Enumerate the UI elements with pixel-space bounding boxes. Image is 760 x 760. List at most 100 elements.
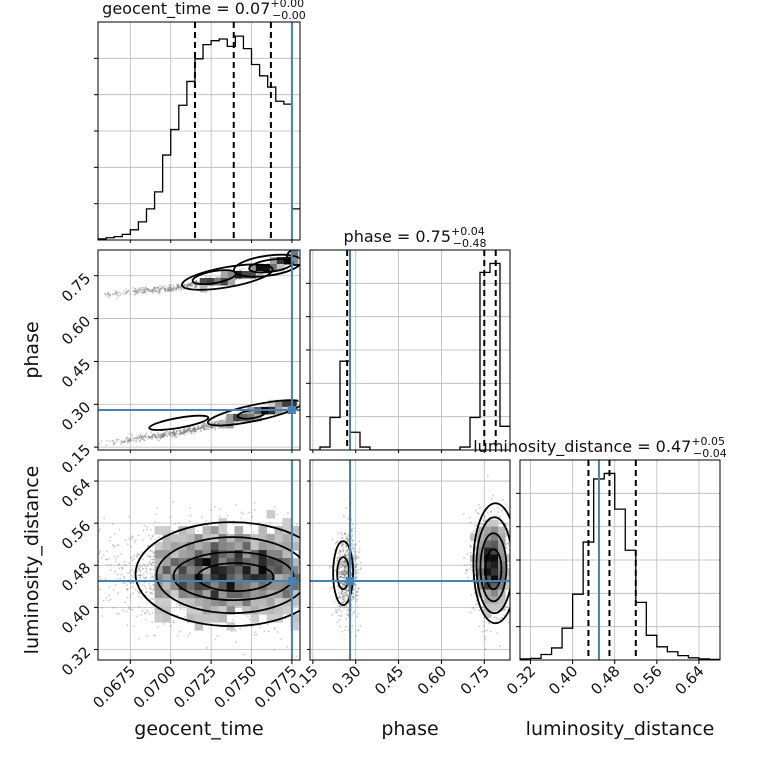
sample-point xyxy=(189,429,192,432)
sample-point xyxy=(151,289,154,292)
sample-point xyxy=(189,430,191,433)
sample-point xyxy=(197,427,200,429)
sample-point xyxy=(151,292,154,295)
sample-point xyxy=(171,431,174,434)
density-cell xyxy=(162,526,172,535)
sample-point xyxy=(464,521,466,523)
sample-point xyxy=(193,286,196,289)
sample-point xyxy=(116,612,119,615)
sample-point xyxy=(135,289,138,292)
sample-point xyxy=(146,287,149,290)
sample-point xyxy=(118,567,121,570)
sample-point xyxy=(124,601,126,604)
sample-point xyxy=(157,286,160,289)
sample-point xyxy=(130,556,133,558)
sample-point xyxy=(343,566,346,569)
sample-point xyxy=(182,432,185,435)
sample-point xyxy=(200,424,203,427)
density-cell xyxy=(162,542,172,551)
sample-point xyxy=(139,288,141,291)
sample-point xyxy=(296,523,298,526)
sample-point xyxy=(128,440,131,443)
sample-point xyxy=(117,592,119,594)
sample-point xyxy=(121,567,124,569)
sample-point xyxy=(199,427,202,429)
sample-point xyxy=(202,425,205,428)
sample-point xyxy=(185,431,188,434)
sample-point xyxy=(111,523,114,526)
sample-point xyxy=(194,286,196,289)
sample-point xyxy=(107,293,110,295)
sample-point xyxy=(153,286,156,289)
sample-point xyxy=(95,577,97,579)
sample-point xyxy=(152,552,155,554)
sample-point xyxy=(152,598,155,601)
sample-point xyxy=(192,425,195,428)
sample-point xyxy=(182,430,185,433)
sample-point xyxy=(187,283,189,285)
sample-point xyxy=(176,283,179,286)
density-cell xyxy=(242,566,252,575)
sample-point xyxy=(134,289,136,292)
sample-point xyxy=(58,602,60,604)
sample-point xyxy=(303,600,305,602)
sample-point xyxy=(164,288,167,290)
sample-point xyxy=(142,563,145,566)
sample-point xyxy=(162,435,164,438)
sample-point xyxy=(109,569,112,571)
sample-point xyxy=(188,283,191,286)
sample-point xyxy=(193,428,196,431)
sample-point xyxy=(197,427,200,429)
sample-point xyxy=(345,612,347,614)
sample-point xyxy=(172,430,175,433)
density-cell xyxy=(258,542,268,551)
density-cell xyxy=(210,582,220,591)
sample-point xyxy=(175,430,178,432)
sample-point xyxy=(323,549,325,551)
sample-point xyxy=(311,557,313,559)
sample-point xyxy=(149,436,152,439)
sample-point xyxy=(280,638,283,640)
sample-point xyxy=(316,601,318,603)
sample-point xyxy=(326,561,328,563)
sample-point xyxy=(307,551,309,553)
sample-point xyxy=(168,284,171,287)
density-cell xyxy=(186,558,196,567)
sample-point xyxy=(395,604,397,606)
sample-point xyxy=(151,288,154,291)
density-cell xyxy=(162,558,172,567)
density-cell xyxy=(186,566,196,575)
sample-point xyxy=(214,420,216,423)
sample-point xyxy=(172,434,174,436)
sample-point xyxy=(328,534,330,536)
density-cell xyxy=(202,598,212,607)
sample-point xyxy=(306,570,308,572)
sample-point xyxy=(173,435,176,438)
sample-point xyxy=(210,422,212,425)
density-cell xyxy=(274,542,284,551)
sample-point xyxy=(162,433,165,435)
sample-point xyxy=(153,436,156,439)
density-cell xyxy=(178,534,188,543)
sample-point xyxy=(131,560,134,562)
sample-point xyxy=(353,564,356,566)
sample-point xyxy=(329,558,331,560)
sample-point xyxy=(125,437,128,440)
sample-point xyxy=(157,433,160,435)
sample-point xyxy=(346,571,349,574)
density-cell xyxy=(266,534,276,543)
sample-point xyxy=(172,287,175,290)
sample-point xyxy=(79,592,81,594)
sample-point xyxy=(146,635,149,638)
sample-point xyxy=(139,433,142,436)
sample-point xyxy=(133,541,136,544)
sample-point xyxy=(148,561,151,563)
sample-point xyxy=(199,426,202,429)
sample-point xyxy=(304,601,306,603)
sample-point xyxy=(202,425,205,427)
sample-point xyxy=(189,427,191,429)
sample-point xyxy=(95,596,97,598)
sample-point xyxy=(169,432,172,435)
sample-point xyxy=(133,554,136,557)
sample-point xyxy=(157,434,160,437)
